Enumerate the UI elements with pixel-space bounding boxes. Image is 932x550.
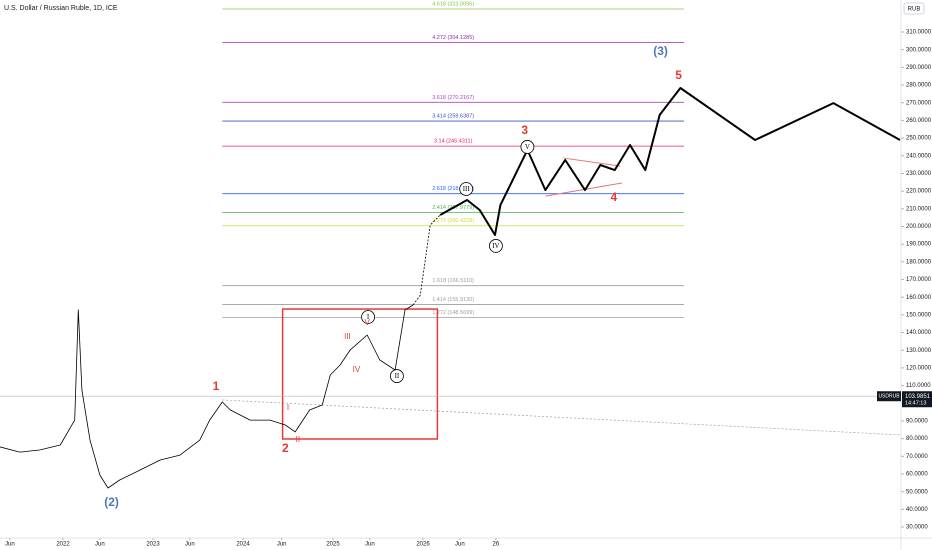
y-tick-label: 240.0000 [906,153,932,159]
wave-label: IV [492,242,499,250]
y-tick-label: 80.0000 [906,436,928,442]
wave-label: V [525,143,530,151]
countdown: 14:47:13 [905,401,926,407]
wave-circle [488,239,503,253]
wave-circle [459,182,474,196]
x-tick-label: 26 [493,542,500,548]
y-tick-label: 190.0000 [906,242,932,248]
y-tick-label: 40.0000 [906,507,928,513]
fib-label: 2.618 (218.5559) [432,186,474,192]
trend-line [222,399,901,436]
x-tick-label: Jun [277,542,287,548]
y-tick-label: 160.0000 [906,295,932,301]
fib-label: 4.272 (304.1285) [432,35,474,41]
y-tick-label: 220.0000 [906,189,932,195]
y-tick-label: 230.0000 [906,171,932,177]
x-tick-label: 2023 [146,542,160,548]
fib-label: 3.414 (259.6387) [432,113,474,119]
fib-label: 1.414 (155.9130) [432,297,474,303]
wave-circle [389,369,404,383]
x-tick-label: 2024 [236,542,250,548]
x-tick-label: Jun [185,542,195,548]
wave-label: (2) [104,495,119,509]
y-tick-label: 280.0000 [906,83,932,89]
price-label-box [877,391,901,402]
fib-label: 1.618 (166.5110) [432,278,474,284]
y-tick-label: 90.0000 [906,419,928,425]
y-tick-label: 120.0000 [906,365,932,371]
wave-label: II [296,435,300,444]
price-series [439,87,901,236]
wave-label: 3 [521,123,528,137]
wave-label: 4 [610,190,617,204]
y-tick-label: 200.0000 [906,224,932,230]
wave-label: III [463,185,471,193]
currency-box[interactable] [903,2,925,15]
x-tick-label: Jun [365,542,375,548]
x-tick-label: 2022 [56,542,70,548]
triangle-line [563,157,621,167]
fib-label: 3.618 (270.2167) [432,95,474,101]
y-tick-label: 270.0000 [906,100,932,106]
y-tick-label: 130.0000 [906,348,932,354]
wave-label: (3) [653,44,668,58]
y-tick-label: 50.0000 [906,489,928,495]
price-value-box [902,391,932,408]
y-tick-label: 210.0000 [906,206,932,212]
chart-title: U.S. Dollar / Russian Ruble, 1D, ICE [4,5,118,12]
fib-label: 4.618 (323.0096) [432,1,474,7]
symbol-label: USDRUB [878,394,900,400]
y-tick-label: 260.0000 [906,118,932,124]
y-tick-label: 70.0000 [906,454,928,460]
x-tick-label: Jun [95,542,105,548]
fib-label: 1.272 (148.5699) [432,310,474,316]
y-tick-label: 250.0000 [906,136,932,142]
y-tick-label: 300.0000 [906,47,932,53]
wave-label: 2 [282,441,289,455]
wave-label: III [344,332,351,341]
wave-label: V [365,318,371,327]
wave-label: II [395,372,400,380]
x-tick-label: Jun [5,542,15,548]
x-tick-label: Jun [455,542,465,548]
highlight-box [281,308,439,440]
wave-label: IV [353,365,361,374]
y-tick-label: 110.0000 [906,383,931,389]
y-tick-label: 180.0000 [906,259,932,265]
x-tick-label: 2025 [326,542,340,548]
wave-label: I [287,403,289,412]
y-tick-label: 290.0000 [906,65,932,71]
wave-circle [361,310,376,324]
y-tick-label: 170.0000 [906,277,932,283]
currency: RUB [908,7,921,13]
price-series [0,304,414,489]
wave-label: 5 [675,68,682,82]
y-tick-label: 30.0000 [906,525,928,531]
fib-label: 2.272 (200.4228) [432,218,474,224]
x-tick-label: 2026 [416,542,430,548]
fib-label: 3.14 (245.4311) [434,139,473,145]
y-tick-label: 150.0000 [906,312,932,318]
y-tick-label: 140.0000 [906,330,932,336]
price-value: 103.9851 [905,394,931,400]
wave-label: I [367,313,370,321]
wave-label: 1 [213,379,220,393]
wave-circle [520,140,535,154]
y-tick-label: 310.0000 [906,30,932,36]
y-tick-label: 60.0000 [906,472,928,478]
